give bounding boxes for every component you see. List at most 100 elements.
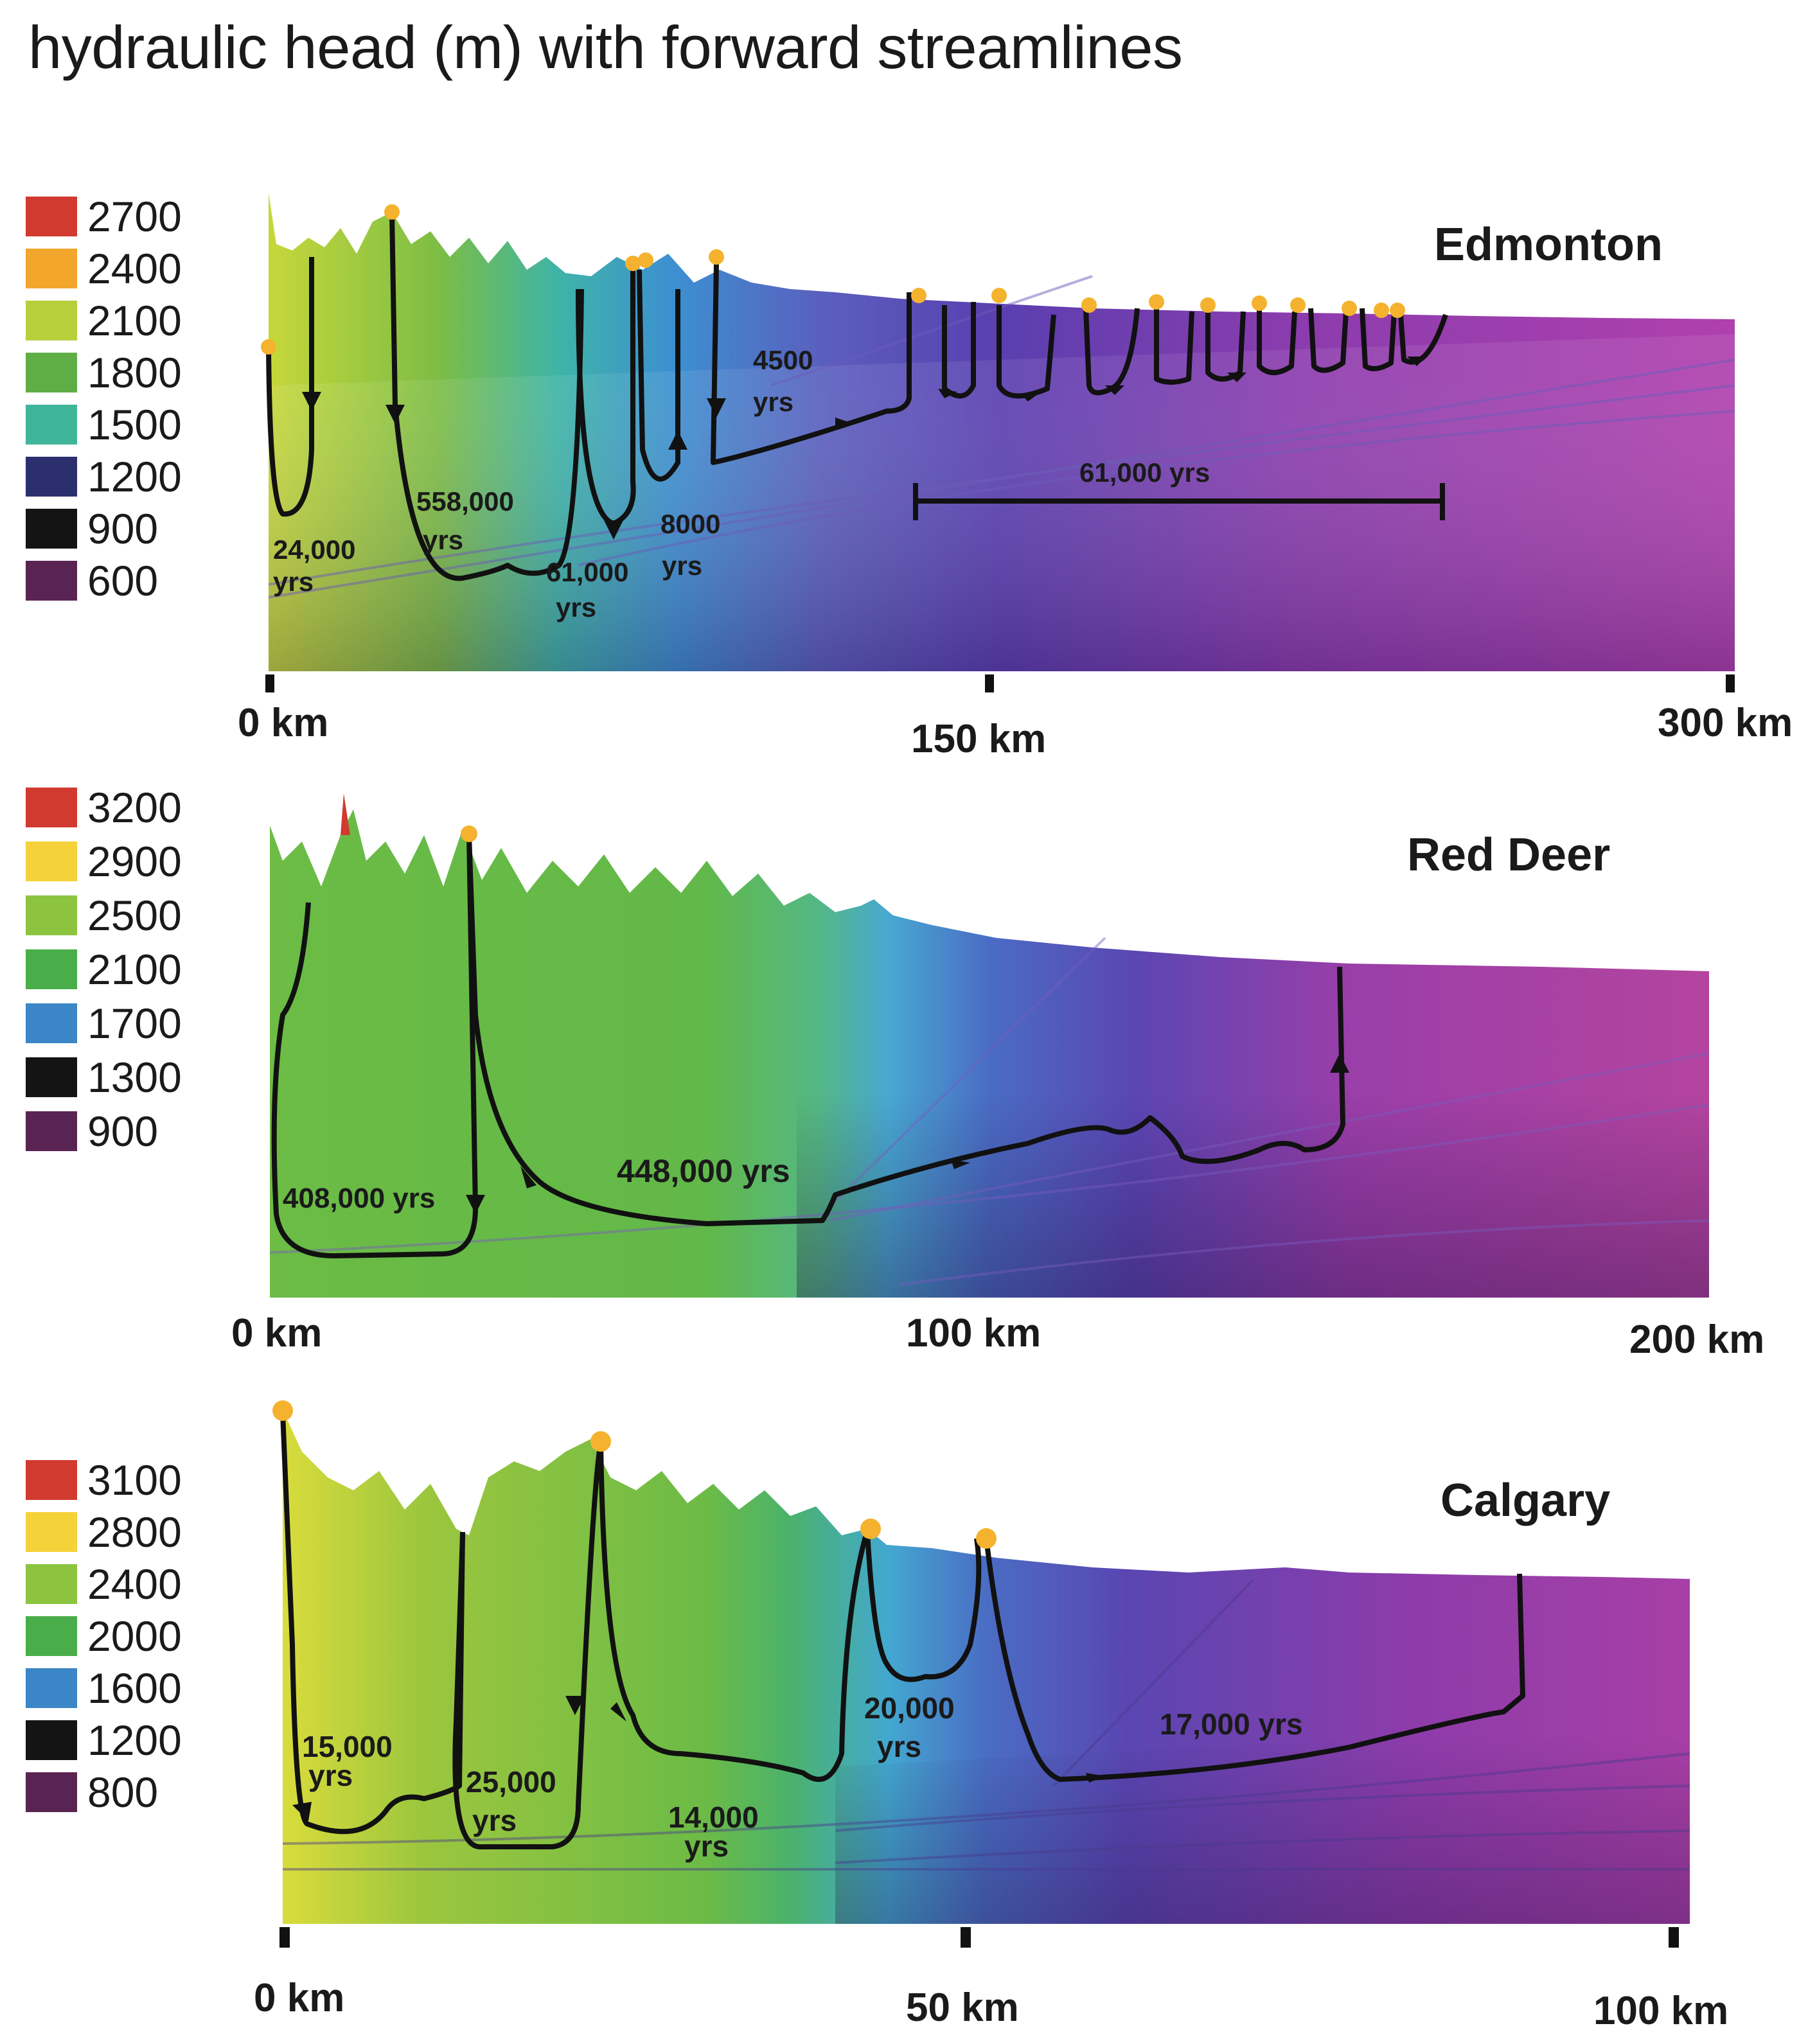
legend-swatch: [26, 248, 77, 288]
legend-swatch: [26, 1668, 77, 1708]
legend-item: 1300: [26, 1050, 182, 1104]
legend-swatch: [26, 1564, 77, 1604]
section-shading: [797, 1041, 1709, 1298]
legend-label: 1800: [87, 348, 182, 396]
travel-time-label: yrs: [877, 1730, 921, 1763]
legend-swatch: [26, 1720, 77, 1760]
legend-label: 2100: [87, 946, 182, 993]
legend-swatch: [26, 1003, 77, 1043]
legend-swatch: [26, 300, 77, 340]
legend-calgary: 3100 2800 2400 2000 1600 1200 800: [26, 1454, 182, 1818]
travel-time-bar: [913, 483, 1445, 520]
legend-item: 1200: [26, 450, 182, 502]
strata-lines: [268, 275, 1735, 599]
legend-item: 2000: [26, 1610, 182, 1662]
legend-item: 2400: [26, 1558, 182, 1610]
legend-item: 2900: [26, 834, 182, 888]
legend-red-deer: 3200 2900 2500 2100 1700 1300 900: [26, 780, 182, 1158]
legend-item: 3200: [26, 780, 182, 834]
legend-item: 900: [26, 502, 182, 554]
flow-arrowheads: [292, 1696, 1105, 1821]
travel-time-label: yrs: [273, 567, 314, 597]
legend-swatch: [26, 1111, 77, 1151]
travel-time-label: 61,000: [546, 557, 628, 587]
distance-label: 100 km: [1593, 1989, 1729, 2033]
recharge-points: [261, 204, 1405, 355]
distance-label: 0 km: [231, 1311, 323, 1355]
streamlines: [280, 1413, 1525, 1850]
distance-label: 50 km: [906, 1986, 1019, 2030]
streamlines: [271, 834, 1345, 1258]
distance-label: 200 km: [1629, 1317, 1765, 1362]
travel-time-label: 24,000: [273, 534, 355, 565]
travel-time-label: 558,000: [416, 486, 514, 516]
legend-swatch: [26, 788, 77, 827]
cross-section-red-deer: 408,000 yrs 448,000 yrs: [269, 793, 1710, 1298]
legend-item: 900: [26, 1104, 182, 1158]
legend-item: 2500: [26, 888, 182, 942]
legend-swatch: [26, 560, 77, 601]
legend-label: 2000: [87, 1612, 182, 1660]
legend-swatch: [26, 404, 77, 445]
legend-label: 2500: [87, 892, 182, 939]
legend-label: 1700: [87, 1000, 182, 1047]
legend-item: 800: [26, 1766, 182, 1818]
legend-item: 1200: [26, 1714, 182, 1766]
legend-item: 2100: [26, 294, 182, 346]
legend-label: 3100: [87, 1456, 182, 1504]
legend-swatch: [26, 1616, 77, 1656]
travel-time-label: yrs: [662, 551, 702, 581]
legend-label: 1600: [87, 1664, 182, 1712]
legend-item: 1700: [26, 996, 182, 1050]
legend-swatch: [26, 841, 77, 881]
legend-item: 2400: [26, 242, 182, 294]
legend-label: 2800: [87, 1508, 182, 1556]
travel-time-label: yrs: [423, 525, 463, 555]
legend-swatch: [26, 1057, 77, 1097]
figure-title: hydraulic head (m) with forward streamli…: [28, 13, 1183, 81]
travel-time-label: 448,000 yrs: [617, 1153, 790, 1189]
legend-item: 2100: [26, 942, 182, 996]
legend-swatch: [26, 949, 77, 989]
legend-item: 2800: [26, 1506, 182, 1558]
legend-label: 900: [87, 1107, 159, 1155]
legend-label: 600: [87, 556, 159, 604]
axis-ticks: [265, 674, 1735, 692]
cross-section-calgary: 15,000 yrs 25,000 yrs 14,000 yrs 20,000 …: [272, 1400, 1690, 1948]
recharge-points: [272, 1400, 997, 1549]
peak-marker: [341, 793, 350, 835]
legend-label: 900: [87, 504, 159, 552]
legend-label: 2400: [87, 1560, 182, 1608]
flow-arrowheads: [466, 1053, 1349, 1214]
flow-arrowheads: [302, 357, 1426, 540]
legend-swatch: [26, 196, 77, 236]
city-label-edmonton: Edmonton: [1434, 219, 1663, 270]
legend-swatch: [26, 456, 77, 497]
recharge-points: [461, 825, 477, 842]
city-label-calgary: Calgary: [1440, 1475, 1611, 1526]
travel-time-label: yrs: [753, 387, 793, 417]
legend-swatch: [26, 508, 77, 549]
travel-time-label: yrs: [556, 592, 596, 622]
cross-section-edmonton: 24,000 yrs 558,000 yrs 61,000 yrs 8000 y…: [261, 193, 1735, 692]
travel-time-label: 15,000: [302, 1730, 393, 1763]
travel-time-label: 4500: [753, 345, 813, 375]
legend-item: 1500: [26, 398, 182, 450]
travel-time-label: yrs: [308, 1759, 353, 1792]
axis-ticks: [279, 1927, 1679, 1948]
legend-swatch: [26, 895, 77, 935]
travel-time-label: 8000: [660, 509, 720, 539]
legend-swatch: [26, 1772, 77, 1812]
travel-time-label: 17,000 yrs: [1160, 1707, 1303, 1741]
legend-label: 1500: [87, 400, 182, 448]
city-label-red-deer: Red Deer: [1407, 829, 1611, 881]
travel-time-label: 20,000: [864, 1691, 955, 1725]
distance-label: 300 km: [1658, 701, 1793, 745]
travel-time-label: yrs: [684, 1829, 729, 1863]
travel-time-label: 408,000 yrs: [283, 1183, 435, 1214]
distance-label: 150 km: [911, 717, 1047, 761]
legend-label: 3200: [87, 784, 182, 831]
legend-item: 600: [26, 554, 182, 606]
legend-item: 1600: [26, 1662, 182, 1714]
distance-label: 0 km: [254, 1976, 345, 2020]
